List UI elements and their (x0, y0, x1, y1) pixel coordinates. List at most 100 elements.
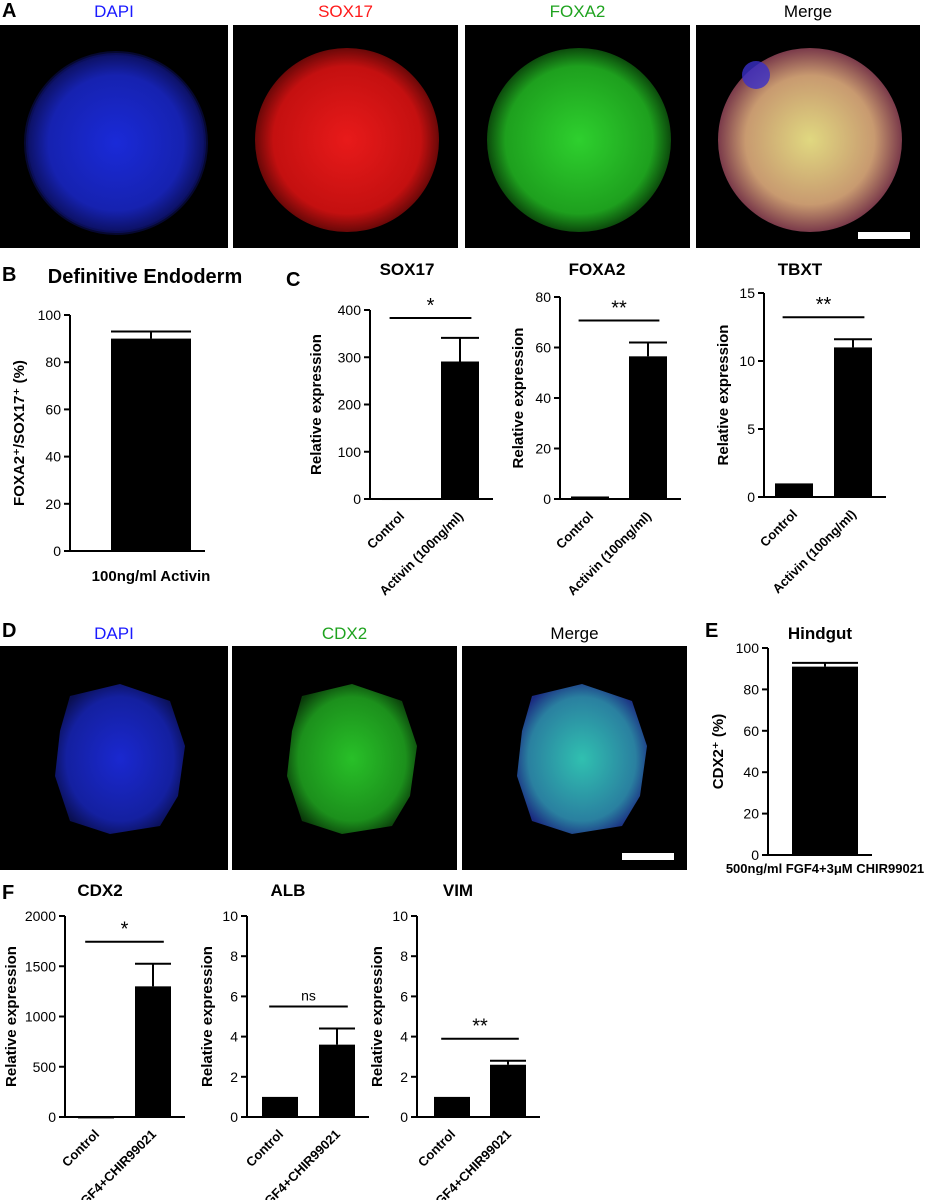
y-axis-label: FOXA2⁺/SOX17⁺ (%) (11, 360, 28, 506)
bar (135, 986, 171, 1117)
chart-title: FOXA2 (569, 260, 626, 279)
y-tick-label: 200 (338, 397, 362, 413)
significance-label: ** (611, 297, 627, 319)
y-tick-label: 100 (736, 640, 760, 656)
x-tick-label: Control (243, 1127, 286, 1170)
chart-title: ALB (271, 881, 306, 900)
bar (775, 483, 813, 497)
y-tick-label: 60 (743, 723, 759, 739)
chart-title: VIM (443, 881, 473, 900)
y-tick-label: 300 (338, 349, 362, 365)
chart-title: CDX2 (77, 881, 122, 900)
y-tick-label: 6 (400, 988, 408, 1004)
y-axis-label: Relative expression (715, 325, 732, 466)
chart-foxa2: FOXA2 0 20 40 60 80 Relative expression Control… (510, 260, 681, 598)
panel-label-e: E (705, 620, 719, 642)
bar (382, 498, 420, 501)
y-tick-label: 10 (392, 908, 408, 924)
y-tick-label: 100 (338, 444, 362, 460)
y-tick-label: 60 (535, 340, 551, 356)
panel-label-b: B (2, 264, 17, 286)
chart-definitive-endoderm: Definitive Endoderm 0 20 40 60 80 100 FOXA2⁺/SO… (11, 266, 242, 585)
panel-a-sox17-title: SOX17 (318, 2, 373, 21)
x-tick-label: 100ng/ml Activin (92, 568, 211, 585)
y-tick-label: 10 (739, 353, 755, 369)
x-tick-label: Control (59, 1127, 102, 1170)
y-tick-label: 1500 (25, 958, 56, 974)
y-axis-label: Relative expression (510, 328, 527, 469)
x-tick-label: Control (364, 509, 407, 552)
y-tick-label: 80 (45, 354, 61, 370)
y-tick-label: 20 (45, 496, 61, 512)
y-axis-label: CDX2⁺ (%) (710, 714, 727, 789)
panel-d-cdx2-image (232, 646, 457, 870)
y-tick-label: 20 (743, 806, 759, 822)
y-tick-label: 80 (743, 681, 759, 697)
y-tick-label: 0 (230, 1109, 238, 1125)
y-tick-label: 40 (535, 390, 551, 406)
y-axis-label: Relative expression (200, 946, 216, 1087)
chart-title: TBXT (778, 260, 823, 279)
y-tick-label: 40 (45, 449, 61, 465)
y-axis-label: Relative expression (308, 334, 325, 475)
y-tick-label: 0 (751, 847, 759, 863)
panel-a-sox17-image (233, 25, 458, 248)
x-tick-label: 500ng/ml FGF4+3μM CHIR99021 (726, 861, 924, 875)
y-tick-label: 6 (230, 988, 238, 1004)
y-tick-label: 60 (45, 401, 61, 417)
panel-a-foxa2-title: FOXA2 (549, 2, 606, 21)
bar (629, 356, 667, 499)
panel-label-c: C (286, 269, 301, 291)
significance-label: * (121, 919, 129, 941)
bar (262, 1096, 298, 1117)
y-axis-label: Relative expression (370, 946, 386, 1087)
significance-label: * (427, 295, 435, 317)
panel-a-merge-title: Merge (783, 2, 833, 21)
x-tick-label: Control (757, 507, 800, 550)
y-tick-label: 4 (230, 1029, 238, 1045)
y-tick-label: 0 (53, 543, 61, 559)
y-tick-label: 4 (400, 1029, 408, 1045)
chart-title: Hindgut (788, 624, 853, 643)
y-tick-label: 2 (400, 1069, 408, 1085)
panel-a-merge-image (696, 25, 920, 248)
y-tick-label: 20 (535, 441, 551, 457)
y-tick-label: 0 (353, 491, 361, 507)
chart-hindgut: Hindgut 0 20 40 60 80 100 CDX2⁺ (%) 500ng/ml FGF… (710, 624, 924, 875)
y-tick-label: 0 (747, 489, 755, 505)
panel-label-f: F (2, 882, 15, 904)
panel-label-a: A (2, 0, 17, 22)
bar (834, 347, 872, 497)
significance-label: ** (472, 1016, 488, 1038)
chart-title: Definitive Endoderm (48, 266, 242, 288)
chart-cdx2: CDX2 0 500 1000 1500 2000 Relative expression C… (3, 881, 185, 1200)
y-tick-label: 0 (48, 1109, 56, 1125)
panel-a-foxa2-image (465, 25, 690, 248)
y-tick-label: 1000 (25, 1009, 56, 1025)
bar (319, 1044, 355, 1117)
y-tick-label: 5 (747, 421, 755, 437)
bar (111, 338, 191, 551)
y-tick-label: 80 (535, 289, 551, 305)
y-tick-label: 2 (230, 1069, 238, 1085)
y-tick-label: 8 (230, 948, 238, 964)
panel-d-merge-image (462, 646, 687, 870)
y-tick-label: 2000 (25, 908, 56, 924)
y-tick-label: 0 (543, 491, 551, 507)
y-tick-label: 500 (33, 1059, 57, 1075)
bar (78, 1116, 114, 1119)
y-tick-label: 40 (743, 764, 759, 780)
chart-sox17: SOX17 0 100 200 300 400 Relative expression Con… (308, 260, 493, 598)
y-tick-label: 10 (222, 908, 238, 924)
y-axis-label: Relative expression (3, 946, 20, 1087)
significance-label: ** (816, 294, 832, 316)
significance-label: ns (301, 988, 316, 1004)
bar (434, 1096, 470, 1117)
y-tick-label: 100 (38, 307, 62, 323)
bar (792, 666, 858, 855)
panel-a-dapi-image (0, 25, 228, 248)
y-tick-label: 0 (400, 1109, 408, 1125)
panel-d-dapi-image (0, 646, 228, 870)
